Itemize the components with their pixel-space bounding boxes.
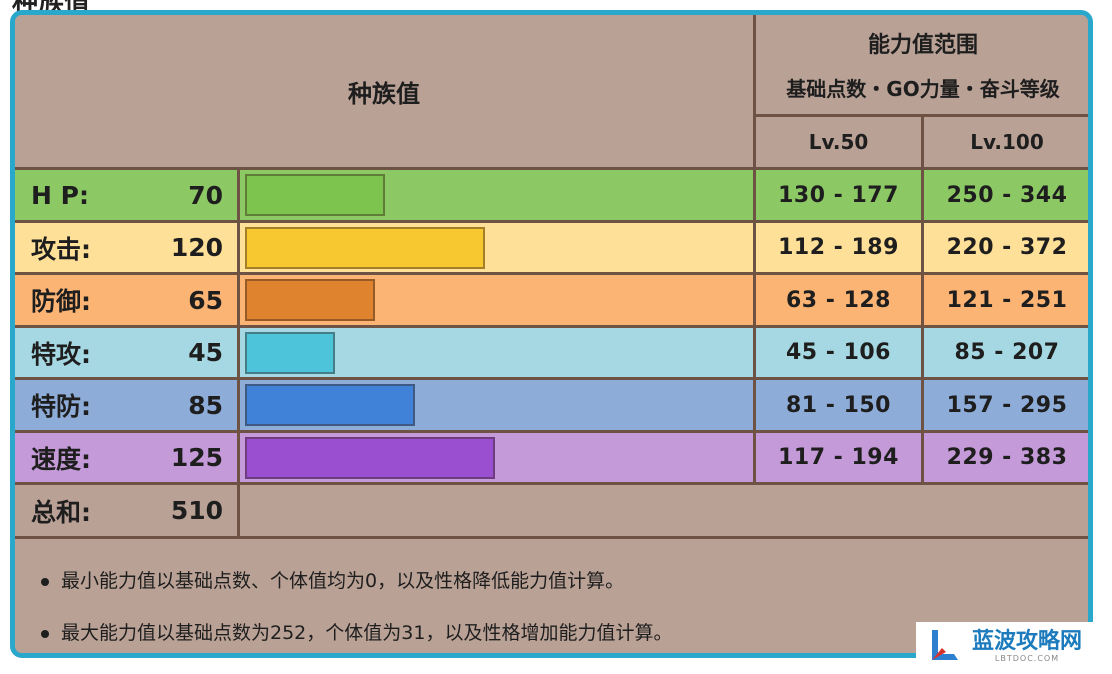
- stat-bar: [245, 279, 375, 321]
- lv50-range: 63 - 128: [756, 275, 924, 328]
- stat-label-cell: H P: 70: [15, 170, 240, 223]
- watermark-title: 蓝波攻略网: [972, 628, 1083, 654]
- lv50-range: 81 - 150: [756, 380, 924, 433]
- note-min: 最小能力值以基础点数、个体值均为0，以及性格降低能力值计算。: [41, 566, 624, 593]
- note-max: 最大能力值以基础点数为252，个体值为31，以及性格增加能力值计算。: [41, 618, 672, 645]
- total-label-cell: 总和: 510: [15, 485, 240, 539]
- stat-name: H P:: [31, 180, 89, 210]
- stat-name: 特攻:: [31, 339, 91, 369]
- stats-table-frame: 种族值 能力值范围 基础点数・GO力量・奋斗等级 Lv.50 Lv.100 H …: [10, 10, 1093, 658]
- stat-name: 速度:: [31, 444, 91, 474]
- lv100-range: 220 - 372: [924, 223, 1088, 275]
- stat-bar-cell: [240, 380, 756, 433]
- lv100-range: 229 - 383: [924, 433, 1088, 485]
- stat-bar-cell: [240, 223, 756, 275]
- range-title: 能力值范围: [867, 33, 978, 58]
- stat-bar-cell: [240, 328, 756, 380]
- lv100-range: 250 - 344: [924, 170, 1088, 223]
- stat-bar: [245, 174, 385, 216]
- lv50-range: 45 - 106: [756, 328, 924, 380]
- total-value: 510: [170, 496, 223, 525]
- stat-bar: [245, 226, 485, 269]
- range-header: 能力值范围 基础点数・GO力量・奋斗等级: [756, 15, 1088, 117]
- stat-value: 45: [188, 338, 223, 367]
- stat-bar-cell: [240, 433, 756, 485]
- base-stats-header: 种族值: [15, 15, 756, 170]
- stat-bar: [245, 331, 335, 374]
- range-subtitle: 基础点数・GO力量・奋斗等级: [786, 77, 1060, 101]
- stat-bar-cell: [240, 170, 756, 223]
- lv100-header: Lv.100: [924, 117, 1088, 170]
- stat-label-cell: 特攻: 45: [15, 328, 240, 380]
- stat-value: 70: [188, 180, 223, 210]
- stat-name: 攻击:: [31, 234, 91, 264]
- lv100-range: 121 - 251: [924, 275, 1088, 328]
- stat-value: 65: [188, 285, 223, 315]
- stat-value: 125: [170, 443, 223, 472]
- stat-bar: [245, 436, 495, 479]
- stat-label-cell: 攻击: 120: [15, 223, 240, 275]
- stat-bar: [245, 384, 415, 426]
- note-max-text: 最大能力值以基础点数为252，个体值为31，以及性格增加能力值计算。: [61, 622, 673, 644]
- lv100-range: 157 - 295: [924, 380, 1088, 433]
- lv50-range: 112 - 189: [756, 223, 924, 275]
- total-empty-cell: [240, 485, 1088, 539]
- notes-section: 最小能力值以基础点数、个体值均为0，以及性格降低能力值计算。 最大能力值以基础点…: [15, 542, 1088, 653]
- stat-name: 防御:: [31, 287, 91, 316]
- lv50-range: 117 - 194: [756, 433, 924, 485]
- stat-label-cell: 速度: 125: [15, 433, 240, 485]
- bullet-icon: [41, 629, 49, 638]
- site-logo-icon: [932, 630, 958, 660]
- note-min-text: 最小能力值以基础点数、个体值均为0，以及性格降低能力值计算。: [61, 570, 625, 592]
- lv50-range: 130 - 177: [756, 170, 924, 223]
- stat-bar-cell: [240, 275, 756, 328]
- total-label: 总和:: [31, 497, 91, 527]
- watermark: 蓝波攻略网 LBTDOC.COM: [916, 622, 1106, 670]
- watermark-subtitle: LBTDOC.COM: [994, 653, 1060, 663]
- stat-label-cell: 防御: 65: [15, 275, 240, 328]
- bullet-icon: [41, 577, 49, 586]
- lv50-header: Lv.50: [756, 117, 924, 170]
- stat-label-cell: 特防: 85: [15, 380, 240, 433]
- stat-value: 120: [170, 233, 223, 262]
- stat-name: 特防:: [31, 392, 91, 421]
- stat-value: 85: [188, 390, 223, 420]
- lv100-range: 85 - 207: [924, 328, 1088, 380]
